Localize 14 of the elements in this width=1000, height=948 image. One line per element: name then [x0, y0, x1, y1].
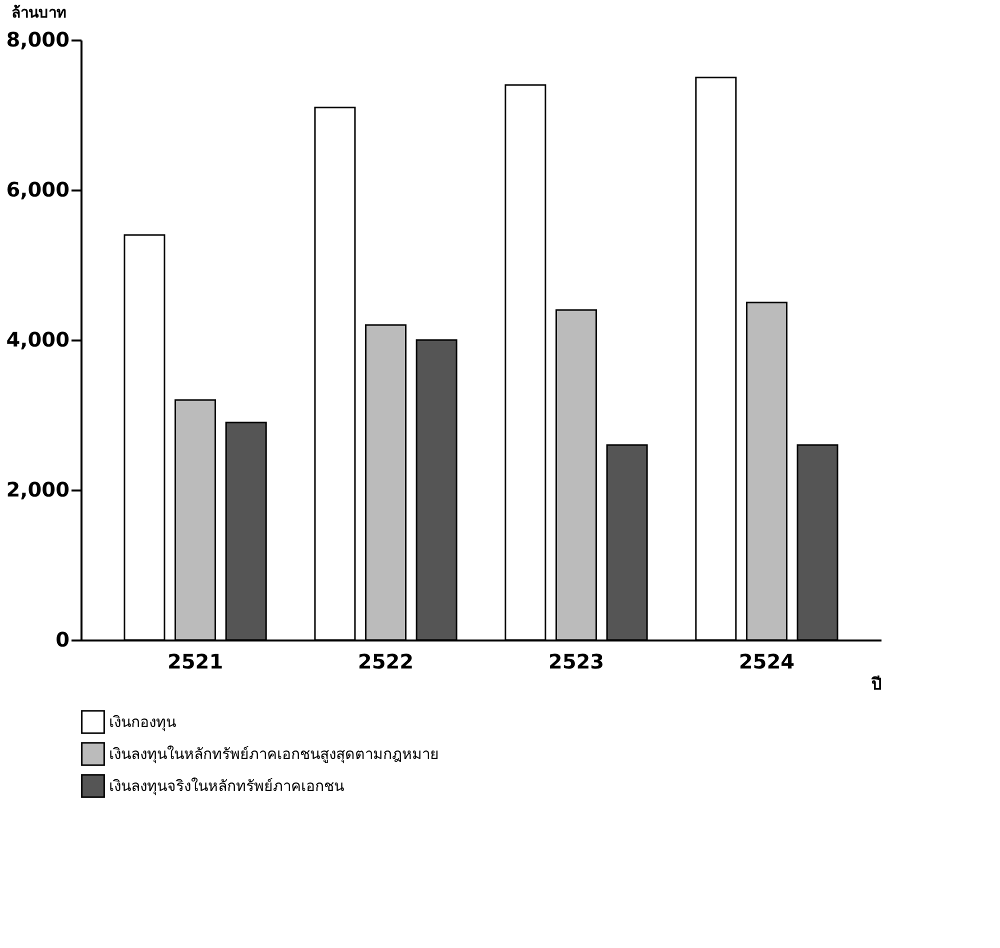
x-tick-label: 2521 — [167, 650, 224, 674]
y-tick-label: 2,000 — [6, 478, 70, 502]
y-tick-label: 0 — [56, 628, 70, 652]
y-tick-label: 4,000 — [6, 328, 70, 352]
legend-label: เงินลงทุนในหลักทรัพย์ภาคเอกชนสูงสุดตามกฎหมาย — [109, 745, 439, 764]
x-axis-title: ปี — [870, 674, 882, 694]
y-tick-label: 8,000 — [6, 28, 70, 52]
x-tick-label: 2524 — [738, 650, 795, 674]
legend-label: เงินลงทุนจริงในหลักทรัพย์ภาคเอกชน — [109, 777, 344, 796]
y-axis-title: ล้านบาท — [12, 4, 66, 22]
x-tick-label: 2522 — [358, 650, 414, 674]
x-tick-label: 2523 — [548, 650, 604, 674]
legend-label: เงินกองทุน — [109, 713, 176, 732]
y-tick-label: 6,000 — [6, 178, 70, 202]
